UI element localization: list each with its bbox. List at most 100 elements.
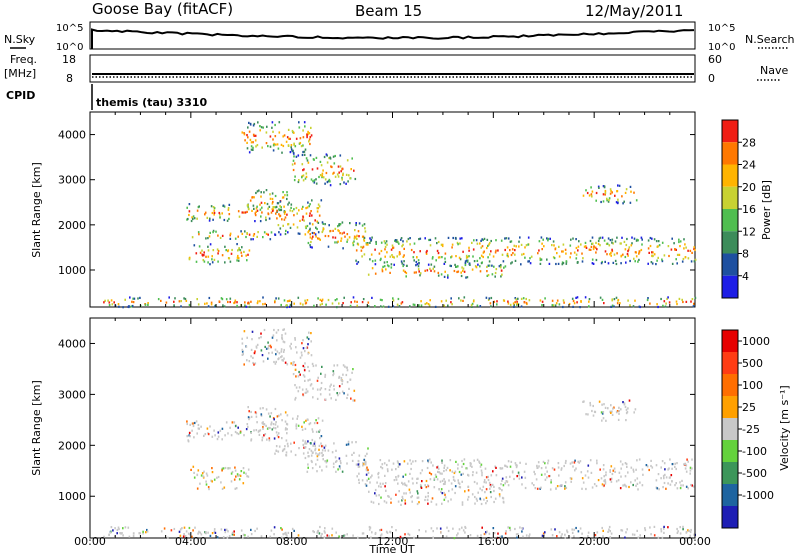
data-cell [251, 338, 253, 341]
data-cell [139, 532, 141, 535]
data-cell [671, 480, 673, 483]
data-cell [336, 306, 338, 309]
data-cell [525, 462, 527, 465]
data-cell [524, 246, 526, 249]
data-cell [420, 485, 422, 488]
data-cell [693, 246, 695, 249]
data-cell [685, 470, 688, 473]
data-cell [293, 179, 296, 182]
data-cell [632, 470, 635, 473]
data-cell [440, 243, 443, 246]
data-cell [591, 486, 594, 489]
data-cell [425, 486, 428, 489]
data-cell [358, 478, 360, 481]
data-cell [241, 254, 243, 257]
data-cell [499, 264, 502, 267]
data-cell [623, 240, 626, 243]
data-cell [372, 501, 375, 504]
data-cell [255, 145, 257, 148]
data-cell [281, 359, 283, 362]
data-cell [277, 202, 280, 205]
data-cell [309, 233, 311, 236]
data-cell [687, 257, 690, 260]
data-cell [570, 238, 572, 241]
data-cell [139, 296, 141, 299]
data-cell [253, 429, 255, 432]
data-cell [272, 208, 275, 211]
data-cell [282, 448, 285, 451]
data-cell [615, 262, 618, 266]
data-cell [602, 468, 605, 471]
data-cell [447, 500, 449, 503]
data-cell [685, 464, 688, 467]
data-cell [564, 481, 567, 484]
colorbar-swatch [722, 186, 738, 209]
data-cell [300, 351, 303, 354]
data-cell [674, 248, 676, 251]
data-cell [287, 128, 290, 131]
data-cell [367, 468, 369, 471]
data-cell [416, 502, 419, 506]
data-cell [370, 500, 373, 503]
data-cell [689, 472, 691, 475]
data-cell [627, 254, 629, 257]
data-cell [302, 443, 305, 446]
data-cell [322, 169, 324, 172]
data-cell [463, 458, 466, 461]
data-cell [481, 489, 483, 492]
data-cell [237, 474, 239, 477]
data-cell [147, 302, 149, 305]
data-cell [246, 336, 248, 339]
data-cell [602, 185, 605, 188]
data-cell [591, 262, 594, 265]
data-cell [624, 484, 627, 487]
data-cell [338, 392, 341, 395]
data-cell [603, 239, 606, 242]
data-cell [309, 203, 311, 206]
data-cell [366, 452, 368, 455]
data-cell [450, 256, 452, 259]
data-cell [337, 394, 339, 397]
data-cell [271, 197, 274, 201]
data-cell [189, 423, 191, 426]
data-cell [651, 251, 653, 254]
data-cell [620, 408, 622, 411]
data-cell [211, 261, 214, 264]
data-cell [541, 300, 544, 303]
data-cell [274, 362, 277, 365]
data-cell [409, 472, 411, 475]
data-cell [210, 303, 213, 306]
data-cell [342, 173, 344, 177]
data-cell [346, 238, 349, 241]
data-cell [488, 297, 491, 300]
data-cell [318, 205, 321, 208]
data-cell [240, 251, 243, 254]
data-cell [193, 436, 195, 439]
data-cell [413, 259, 415, 262]
data-cell [358, 465, 361, 468]
data-cell [304, 125, 306, 128]
data-cell [489, 241, 491, 245]
data-cell [366, 479, 368, 482]
data-cell [292, 223, 295, 226]
data-cell [319, 429, 321, 432]
data-cell [116, 532, 118, 535]
data-cell [488, 264, 491, 267]
data-cell [309, 244, 311, 247]
data-cell [444, 257, 446, 260]
data-cell [491, 483, 494, 486]
data-cell [247, 253, 249, 256]
data-cell [392, 462, 395, 465]
data-cell [255, 429, 258, 432]
data-cell [236, 301, 238, 304]
data-cell [247, 205, 249, 208]
data-cell [294, 175, 296, 178]
data-cell [457, 481, 460, 484]
data-cell [326, 459, 329, 462]
data-cell [183, 297, 185, 300]
data-cell [494, 497, 497, 500]
data-cell [367, 273, 370, 276]
data-cell [609, 239, 612, 242]
data-cell [689, 530, 692, 534]
